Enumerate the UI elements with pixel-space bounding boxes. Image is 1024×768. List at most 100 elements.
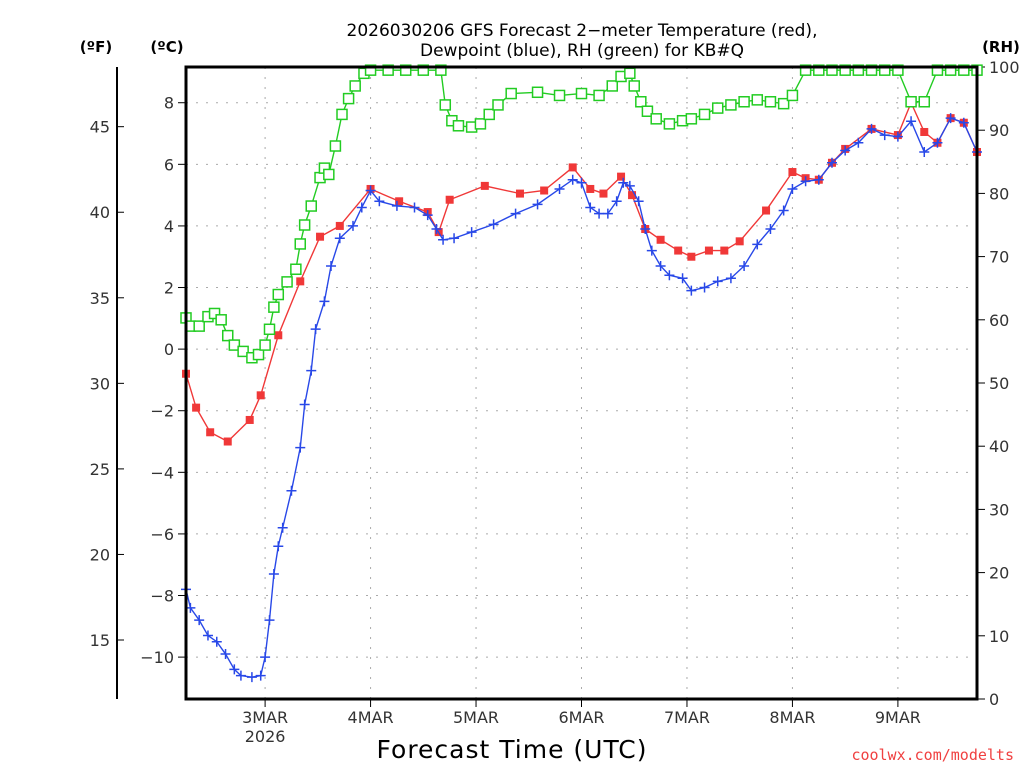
celsius-tick-label: 0: [164, 340, 174, 359]
dewpoint-point: [618, 177, 629, 188]
x-tick-sublabel: 2026: [245, 727, 286, 746]
dewpoint-point: [624, 180, 635, 191]
rh-tick-label: 50: [989, 374, 1009, 393]
temperature-point: [245, 415, 254, 424]
temperature-point: [256, 391, 265, 400]
series-layer: [180, 64, 983, 683]
rh-tick-label: 80: [989, 184, 1009, 203]
grid: [186, 67, 977, 699]
rh-point: [439, 99, 452, 111]
rh-point: [483, 108, 495, 121]
dewpoint-point: [246, 672, 257, 683]
temperature-point: [762, 206, 771, 215]
temperature-point: [480, 181, 489, 190]
rh-point: [852, 64, 865, 76]
dewpoint-point: [787, 183, 798, 194]
rh-point: [685, 113, 698, 125]
fahrenheit-tick-label: 35: [90, 289, 110, 308]
celsius-tick-label: 2: [164, 279, 174, 298]
dewpoint-point: [194, 615, 205, 626]
dewpoint-point: [866, 123, 877, 134]
dewpoint-point: [229, 664, 240, 675]
temperature-point: [617, 172, 626, 181]
rh-tick-label: 70: [989, 248, 1009, 267]
dewpoint-point: [602, 208, 613, 219]
rh-point: [272, 288, 285, 301]
dewpoint-point: [220, 649, 231, 660]
temperature-point: [515, 189, 524, 198]
temperature-point: [599, 189, 608, 198]
rh-point: [474, 118, 487, 130]
rh-point: [505, 87, 517, 100]
rh-point: [786, 89, 799, 102]
rh-point: [208, 307, 221, 320]
rh-point: [839, 64, 851, 76]
rh-point: [826, 64, 838, 76]
temperature-point: [687, 252, 696, 261]
rh-point: [663, 118, 676, 130]
celsius-tick-label: −10: [140, 648, 174, 667]
dewpoint-point: [235, 670, 246, 681]
rh-point: [252, 348, 265, 361]
rh-point: [193, 320, 205, 332]
rh-point: [892, 64, 904, 76]
temperature-point: [316, 232, 325, 241]
dewpoint-point: [840, 145, 851, 156]
rh-point: [764, 96, 777, 108]
dewpoint-point: [286, 485, 297, 496]
rh-point: [878, 64, 891, 76]
dewpoint-point: [295, 442, 306, 453]
rh-axis-unit: (RH): [982, 38, 1020, 56]
rh-point: [725, 99, 737, 111]
dewpoint-point: [906, 116, 917, 127]
rh-point: [624, 67, 636, 80]
dewpoint-point: [449, 233, 460, 244]
rh-point: [237, 345, 249, 358]
dewpoint-point: [813, 174, 824, 185]
dewpoint-point: [347, 220, 358, 231]
dewpoint-point: [431, 224, 442, 235]
dewpoint-point: [356, 202, 367, 213]
rh-point: [738, 96, 750, 108]
rh-point: [349, 80, 361, 92]
temperature-point: [586, 184, 595, 193]
dewpoint-point: [466, 227, 477, 238]
temperature-point: [206, 428, 215, 437]
dewpoint-point: [334, 233, 345, 244]
rh-point: [336, 108, 348, 121]
rh-point: [435, 64, 447, 76]
fahrenheit-axis-unit: (ºF): [80, 38, 112, 56]
rh-point: [641, 105, 654, 117]
temperature-point: [568, 163, 577, 172]
celsius-tick-label: −8: [150, 587, 174, 606]
rh-point: [259, 339, 271, 351]
rh-point: [650, 113, 662, 125]
x-tick-label: 5MAR: [453, 708, 499, 727]
temperature-point: [735, 237, 744, 246]
x-tick-label: 6MAR: [558, 708, 604, 727]
x-tick-label: 3MAR: [242, 708, 288, 727]
dewpoint-point: [664, 270, 675, 281]
rh-line: [185, 69, 977, 359]
dewpoint-point: [879, 130, 890, 141]
dewpoint-point: [264, 615, 275, 626]
dewpoint-point: [576, 177, 587, 188]
celsius-tick-label: −2: [150, 402, 174, 421]
rh-tick-label: 100: [989, 58, 1020, 77]
rh-tick-label: 90: [989, 121, 1009, 140]
dewpoint-point: [853, 137, 864, 148]
dewpoint-point: [532, 199, 543, 210]
dewpoint-point: [488, 219, 499, 230]
dewpoint-point: [202, 630, 213, 641]
credit-text: coolwx.com/modelts: [851, 746, 1014, 764]
rh-point: [329, 140, 342, 152]
dewpoint-point: [594, 208, 605, 219]
rh-point: [905, 96, 917, 108]
celsius-axis-unit: (ºC): [150, 38, 183, 56]
rh-tick-label: 10: [989, 627, 1009, 646]
rh-tick-label: 20: [989, 564, 1009, 583]
rh-point: [635, 96, 647, 108]
x-axis-label: Forecast Time (UTC): [377, 735, 648, 764]
rh-point: [399, 64, 412, 76]
dewpoint-point: [826, 157, 837, 168]
